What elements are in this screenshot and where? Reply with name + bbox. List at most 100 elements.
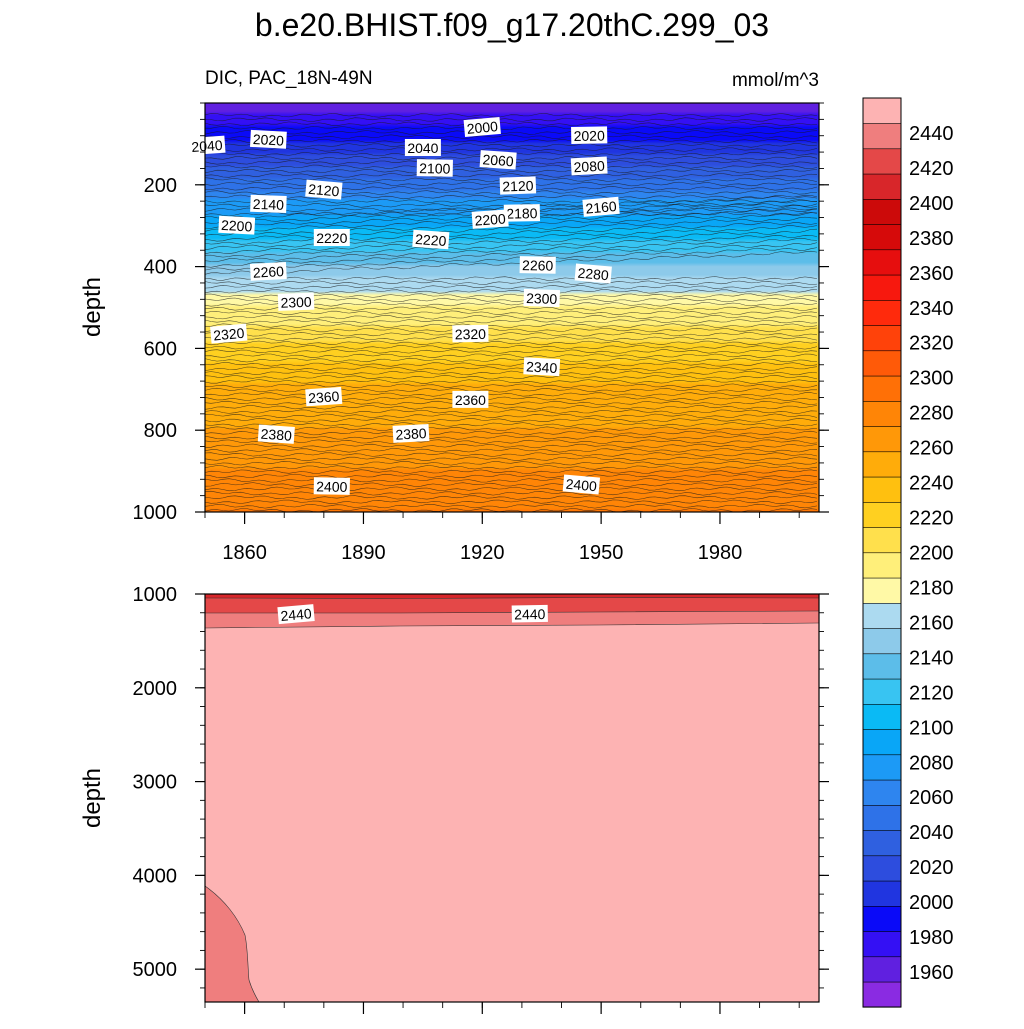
- lower-panel: 2440 2440 1000 2000 3000 4000 5000 depth: [79, 584, 829, 1014]
- contour-line: [205, 503, 818, 509]
- contour-label: 2440: [511, 604, 548, 623]
- contour-line: [205, 284, 818, 290]
- contour-label: 2060: [479, 150, 517, 170]
- contour-line: [205, 508, 818, 512]
- contour-line: [205, 113, 818, 118]
- contour-line: [205, 405, 818, 410]
- colorbar-tick-label: 2200: [909, 543, 954, 565]
- contour-line: [205, 225, 818, 251]
- colorbar-tick-label: 2280: [909, 403, 954, 425]
- colorbar-segment: [862, 526, 902, 554]
- contour-line: [205, 387, 817, 393]
- y-tick-label: 1000: [133, 502, 178, 524]
- x-tick-label: 1980: [698, 542, 743, 564]
- colorbar-segment: [862, 324, 902, 352]
- colorbar-tick-label: 2400: [909, 193, 954, 215]
- contour-label-text: 2120: [502, 177, 534, 194]
- contour-label-bg: [574, 263, 612, 284]
- contour-label-text: 2020: [252, 131, 284, 149]
- contour-label-text: 2000: [466, 118, 499, 137]
- contour-label-text: 2400: [316, 478, 348, 495]
- chart-subtitle-left: DIC, PAC_18N-49N: [205, 68, 373, 89]
- colorbar-segment: [862, 981, 902, 1008]
- colorbar-segment: [862, 855, 902, 882]
- contour-line: [205, 216, 818, 242]
- contour-line: [205, 452, 818, 457]
- upper-frame: [204, 102, 820, 513]
- contour-line: [205, 422, 818, 427]
- contour-label-text: 2060: [482, 151, 514, 169]
- contour-label-text: 2120: [308, 181, 341, 200]
- contour-label: 2040: [404, 139, 441, 156]
- lower-contour-line-a: [205, 597, 819, 599]
- x-tick-label: 1860: [222, 542, 267, 564]
- contour-label-text: 2340: [526, 358, 558, 376]
- colorbar-tick-label: 2080: [909, 752, 954, 774]
- y-tick-label: 2000: [133, 678, 178, 700]
- contour-line: [205, 289, 818, 294]
- colorbar-segment: [862, 148, 902, 175]
- upper-x-axis: 1860 1890 1920 1950 1980: [204, 512, 800, 564]
- contour-line: [205, 430, 818, 436]
- contour-label-text: 2180: [506, 205, 538, 222]
- lower-contour-labels: 2440 2440: [277, 604, 548, 625]
- contour-label: 2020: [571, 126, 608, 145]
- lower-field: [205, 594, 819, 1002]
- contour-label: 2380: [392, 423, 430, 443]
- contour-label-text: 2440: [514, 606, 546, 623]
- upper-contour-labels: 2000 2020 2020 2040 2040 2060 2080 2100 2120 2120…: [188, 116, 620, 495]
- contour-label-bg: [218, 215, 256, 235]
- contour-line: [205, 228, 818, 255]
- colorbar-tick-label: 2000: [909, 892, 954, 914]
- contour-label-bg: [452, 390, 489, 408]
- colorbar-segment: [862, 552, 902, 579]
- contour-label: 2300: [277, 292, 315, 311]
- contour-line: [205, 327, 818, 333]
- contour-line: [205, 280, 818, 285]
- colorbar-segment: [862, 728, 902, 756]
- contour-label: 2360: [452, 390, 489, 408]
- upper-y-axis: 200 400 600 800 1000: [133, 102, 829, 524]
- contour-line: [205, 168, 818, 174]
- contour-line: [205, 456, 818, 462]
- colorbar-segment: [862, 703, 902, 730]
- colorbar-tick-label: 2360: [909, 263, 954, 285]
- contour-label-text: 2260: [522, 257, 554, 274]
- colorbar-tick-label: 1960: [909, 962, 954, 984]
- contour-label-text: 2200: [221, 217, 253, 235]
- contour-label-text: 2020: [573, 127, 605, 144]
- colorbar-tick-label: 2040: [909, 822, 954, 844]
- contour-line: [205, 486, 818, 492]
- colorbar-segment: [862, 350, 902, 377]
- contour-line: [205, 370, 818, 376]
- contour-label: 2360: [305, 386, 343, 407]
- contour-line: [205, 212, 818, 236]
- contour-line: [205, 138, 818, 144]
- contour-label-text: 2220: [316, 230, 347, 246]
- contour-label-bg: [250, 194, 287, 214]
- colorbar-segment: [862, 223, 902, 251]
- contour-label-bg: [463, 116, 501, 138]
- x-tick-label: 1920: [460, 542, 505, 564]
- lower-frame: [204, 593, 820, 1003]
- contour-line: [205, 276, 818, 281]
- contour-label-bg: [416, 159, 453, 177]
- contour-label-bg: [250, 129, 287, 149]
- colorbar-tick-label: 2020: [909, 857, 954, 879]
- contour-label: 2160: [582, 196, 620, 217]
- contour-line: [205, 345, 818, 350]
- contour-label: 2380: [257, 424, 295, 444]
- contour-label-text: 2040: [407, 140, 438, 156]
- colorbar-segment: [862, 779, 902, 806]
- colorbar-segment: [862, 400, 902, 427]
- contour-line: [205, 235, 818, 258]
- contour-label-text: 2360: [455, 392, 486, 408]
- contour-label-bg: [503, 204, 541, 222]
- colorbar-segment: [862, 804, 902, 831]
- contour-label-text: 2360: [308, 388, 340, 406]
- colorbar-tick-label: 2220: [909, 508, 954, 530]
- contour-line: [205, 242, 818, 268]
- colorbar-segment: [862, 501, 902, 528]
- contour-line: [205, 478, 818, 483]
- contour-line: [205, 448, 818, 453]
